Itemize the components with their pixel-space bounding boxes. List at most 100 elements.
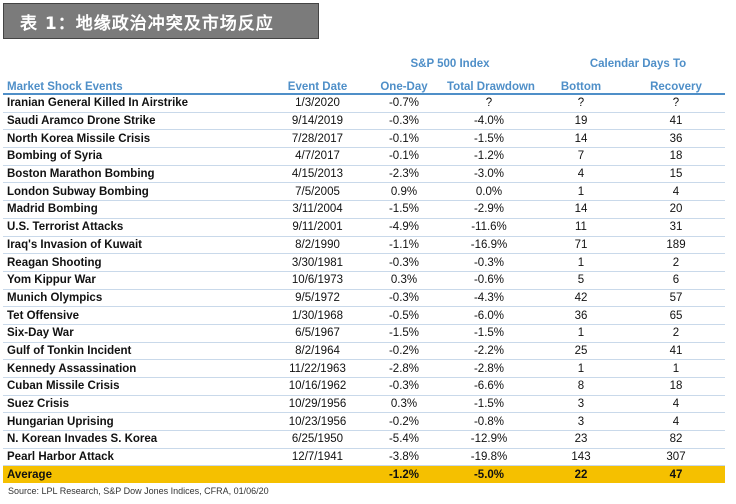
cell-recovery: 82 [627,430,725,449]
cell-event-date: 9/14/2019 [270,112,365,131]
cell-recovery: 41 [627,112,725,131]
column-header-bottom: Bottom [535,73,627,95]
cell-event: Reagan Shooting [3,253,270,272]
cell-event-date: 10/29/1956 [270,395,365,414]
cell-recovery: 1 [627,359,725,378]
cell-one-day: 0.9% [365,182,443,202]
table-row: Madrid Bombing 3/11/2004 -1.5% -2.9% 14 20 [3,200,725,219]
market-shock-table: Market Shock Events Event Date One-Day T… [3,73,725,484]
cell-event-date: 6/5/1967 [270,324,365,343]
cell-one-day: -0.5% [365,306,443,325]
table-row: Kennedy Assassination 11/22/1963 -2.8% -2.8… [3,359,725,378]
cell-one-day: 0.3% [365,271,443,290]
table-row: Munich Olympics 9/5/1972 -0.3% -4.3% 42 57 [3,289,725,308]
cell-bottom: 1 [535,253,627,272]
cell-bottom: 25 [535,342,627,361]
cell-total-drawdown: -19.8% [443,448,535,467]
calendar-days-group-header: Calendar Days To [589,58,687,70]
table-row: London Subway Bombing 7/5/2005 0.9% 0.0% 1 4 [3,182,725,202]
source-note: Source: LPL Research, S&P Dow Jones Indi… [8,486,269,496]
cell-event: Munich Olympics [3,289,270,308]
table-row: Yom Kippur War 10/6/1973 0.3% -0.6% 5 6 [3,271,725,290]
cell-total-drawdown: -16.9% [443,236,535,255]
cell-event: Six-Day War [3,324,270,343]
cell-total-drawdown: 0.0% [443,182,535,202]
cell-event: Gulf of Tonkin Incident [3,342,270,361]
cell-one-day: -1.5% [365,324,443,343]
cell-one-day: 0.3% [365,395,443,414]
cell-one-day: -5.4% [365,430,443,449]
cell-one-day: -4.9% [365,218,443,237]
cell-recovery: 4 [627,395,725,414]
cell-one-day: -3.8% [365,448,443,467]
title-banner: 表 1：地缘政治冲突及市场反应 [3,3,319,39]
average-cell-total-drawdown: -5.0% [443,465,535,484]
average-cell-event: Average [3,465,270,484]
cell-bottom: 14 [535,129,627,149]
cell-total-drawdown: -6.6% [443,377,535,396]
cell-total-drawdown: -1.5% [443,324,535,343]
cell-total-drawdown: -2.8% [443,359,535,378]
cell-one-day: -1.5% [365,200,443,219]
cell-total-drawdown: -1.5% [443,395,535,414]
cell-event: Tet Offensive [3,306,270,325]
average-row: Average -1.2% -5.0% 22 47 [3,465,725,484]
cell-one-day: -0.3% [365,289,443,308]
cell-recovery: 4 [627,182,725,202]
table-row: Cuban Missile Crisis 10/16/1962 -0.3% -6.6%… [3,377,725,396]
average-cell-bottom: 22 [535,465,627,484]
cell-event: U.S. Terrorist Attacks [3,218,270,237]
cell-bottom: 71 [535,236,627,255]
table-row: Iranian General Killed In Airstrike 1/3/2… [3,94,725,113]
cell-recovery: 57 [627,289,725,308]
cell-event-date: 6/25/1950 [270,430,365,449]
average-cell-recovery: 47 [627,465,725,484]
cell-total-drawdown: -1.2% [443,147,535,166]
cell-event: Pearl Harbor Attack [3,448,270,467]
cell-bottom: 19 [535,112,627,131]
cell-event: Cuban Missile Crisis [3,377,270,396]
cell-recovery: 20 [627,200,725,219]
table-row: Suez Crisis 10/29/1956 0.3% -1.5% 3 4 [3,395,725,414]
table-row: N. Korean Invades S. Korea 6/25/1950 -5.4%… [3,430,725,449]
cell-recovery: 4 [627,412,725,432]
cell-bottom: 3 [535,412,627,432]
cell-bottom: 1 [535,324,627,343]
cell-one-day: -0.3% [365,253,443,272]
cell-recovery: 6 [627,271,725,290]
cell-event-date: 8/2/1964 [270,342,365,361]
cell-bottom: 8 [535,377,627,396]
table-row: Hungarian Uprising 10/23/1956 -0.2% -0.8% 3 4 [3,412,725,432]
cell-recovery: 31 [627,218,725,237]
cell-event-date: 10/16/1962 [270,377,365,396]
cell-bottom: 36 [535,306,627,325]
column-header-one-day: One-Day [365,73,443,95]
cell-event: Boston Marathon Bombing [3,165,270,184]
table-row: Saudi Aramco Drone Strike 9/14/2019 -0.3% -… [3,112,725,131]
table-row: Tet Offensive 1/30/1968 -0.5% -6.0% 36 65 [3,306,725,325]
cell-event: Bombing of Syria [3,147,270,166]
cell-total-drawdown: -4.0% [443,112,535,131]
cell-bottom: 4 [535,165,627,184]
cell-event: Yom Kippur War [3,271,270,290]
cell-recovery: 36 [627,129,725,149]
group-header-row: S&P 500 Index Calendar Days To [3,58,731,73]
cell-recovery: 15 [627,165,725,184]
sp500-group-header: S&P 500 Index [410,58,490,70]
table-body: Iranian General Killed In Airstrike 1/3/2… [3,94,725,484]
cell-one-day: -0.1% [365,129,443,149]
cell-bottom: ? [535,94,627,113]
cell-total-drawdown: -2.9% [443,200,535,219]
cell-one-day: -2.3% [365,165,443,184]
cell-total-drawdown: -3.0% [443,165,535,184]
table-row: Bombing of Syria 4/7/2017 -0.1% -1.2% 7 18 [3,147,725,166]
cell-bottom: 7 [535,147,627,166]
cell-event-date: 11/22/1963 [270,359,365,378]
cell-one-day: -0.7% [365,94,443,113]
column-header-event-date: Event Date [270,73,365,95]
cell-event-date: 3/30/1981 [270,253,365,272]
average-cell-event-date [270,465,365,484]
cell-one-day: -0.1% [365,147,443,166]
cell-recovery: 18 [627,147,725,166]
cell-total-drawdown: -11.6% [443,218,535,237]
